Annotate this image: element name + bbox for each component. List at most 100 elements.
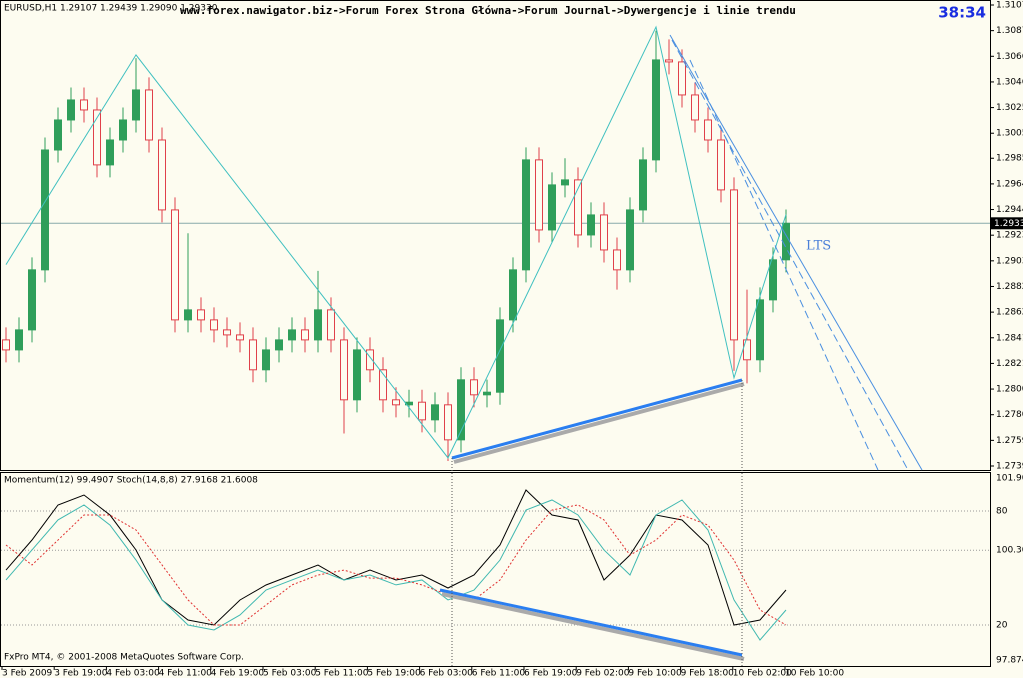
x-tick-label: 4 Feb 03:00 [106,669,160,678]
candle-body [171,209,179,321]
current-price-label: 1.29330 [994,219,1023,229]
candle-body [418,401,426,421]
candle-body [457,379,465,441]
y-tick-label: 97.8749 [996,656,1023,666]
y-tick-label: 1.31075 [996,1,1023,11]
candle-body [210,319,218,331]
candle-body [652,59,660,161]
x-tick-label: 4 Feb 11:00 [159,669,213,678]
x-tick-label: 9 Feb 02:00 [576,669,630,678]
symbol-header: EURUSD,H1 1.29107 1.29439 1.29090 1.2933… [4,4,218,14]
x-tick-label: 6 Feb 03:00 [420,669,474,678]
candle-body [639,159,647,211]
candle-body [561,179,569,186]
candle-body [587,214,595,236]
y-tick-label: 1.28005 [996,385,1023,395]
indicator-line [5,489,787,626]
candle-body [158,139,166,211]
y-tick-label: 1.28415 [996,333,1023,343]
candle-body [522,159,530,271]
candle-body [431,404,439,421]
candle-body [80,99,88,111]
candle-body [509,269,517,321]
candle-body [327,309,335,341]
candle-body [340,339,348,401]
x-tick-label: 10 Feb 02:00 [733,669,792,678]
x-tick-label: 6 Feb 19:00 [524,669,578,678]
y-tick-label: 1.30870 [996,26,1023,36]
candle-body [301,329,309,341]
candle-body [535,159,543,231]
x-tick-label: 5 Feb 03:00 [263,669,317,678]
y-tick-label: 1.29030 [996,256,1023,266]
trend-line [669,34,923,471]
candle-body [54,119,62,151]
annotations [439,34,923,666]
candle-body [275,339,283,351]
divergence-shadow [441,592,745,661]
y-tick-label: 1.28620 [996,308,1023,318]
candle-body [249,339,257,371]
candle-body [626,209,634,271]
candle-body [574,179,582,236]
y-tick-label: 1.30460 [996,77,1023,87]
candle-body [665,59,673,63]
candle-body [41,149,49,271]
candle-body [119,119,127,141]
candle-body [600,214,608,251]
y-tick-label: 1.27595 [996,436,1023,446]
copyright: FxPro MT4, © 2001-2008 MetaQuotes Softwa… [4,653,244,663]
y-tick-label: 1.30255 [996,103,1023,113]
divergence-line [451,378,743,460]
candle-body [613,249,621,271]
y-tick-label: 101.9023 [996,474,1023,484]
x-tick-label: 9 Feb 18:00 [681,669,735,678]
y-tick-label: 1.28825 [996,282,1023,292]
candle-body [288,329,296,341]
zigzag [5,25,787,459]
y-tick-label: 1.29440 [996,205,1023,215]
divergence-shadow [453,382,745,464]
candle-body [145,89,153,141]
trend-line [689,59,879,471]
candle-body [392,399,400,406]
candle-body [730,189,738,341]
candle-body [704,119,712,141]
candle-body [678,61,686,96]
candle-body [743,339,751,361]
current-price-box [991,217,1023,230]
candle-body [782,222,790,261]
candle-body [548,184,556,231]
timer: 38:34 [938,4,986,22]
indicator-frame [0,472,991,667]
candle-body [483,391,491,396]
indicator-line [5,499,787,641]
candle-body [756,299,764,361]
y-tick-label: 1.29645 [996,179,1023,189]
candle-body [769,259,777,301]
x-tick-label: 6 Feb 11:00 [472,669,526,678]
candle-body [2,339,10,351]
divergence-line [439,588,743,657]
x-tick-label: 10 Feb 10:00 [785,669,844,678]
candle-body [496,319,504,393]
candle-body [132,89,140,121]
candle-body [67,99,75,121]
x-tick-label: 9 Feb 10:00 [628,669,682,678]
candle-body [184,309,192,321]
x-tick-label: 3 Feb 19:00 [54,669,108,678]
candle-body [223,329,231,336]
y-tick-label: 100.3048 [996,546,1023,556]
candle-body [470,379,478,396]
candle-body [106,139,114,166]
candle-body [28,269,36,331]
annotation: LTS [806,239,831,254]
y-tick-label: 1.30665 [996,52,1023,62]
y-tick-label: 1.30050 [996,129,1023,139]
candle-body [366,349,374,371]
candle-body [691,94,699,121]
candle-body [717,139,725,191]
